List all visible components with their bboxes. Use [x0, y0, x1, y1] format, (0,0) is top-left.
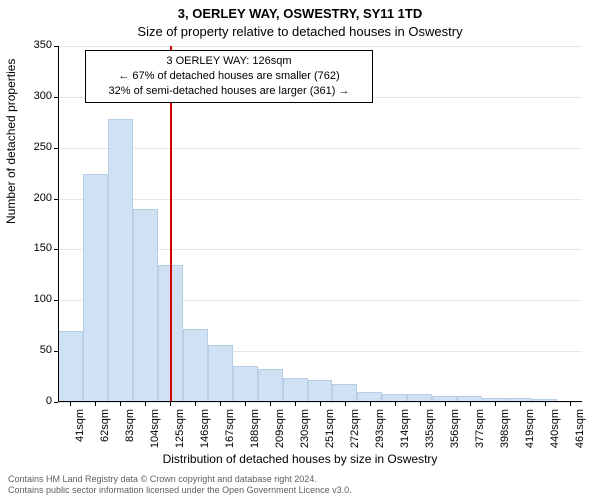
y-axis-line	[58, 46, 59, 402]
gridline	[58, 46, 582, 47]
x-tick-mark	[245, 402, 246, 406]
histogram-bar	[83, 174, 108, 402]
x-tick-label: 314sqm	[399, 409, 411, 459]
y-tick-label: 0	[22, 395, 52, 407]
histogram-bar	[133, 209, 158, 402]
x-tick-label: 251sqm	[324, 409, 336, 459]
x-tick-label: 419sqm	[524, 409, 536, 459]
x-tick-label: 125sqm	[174, 409, 186, 459]
x-tick-mark	[495, 402, 496, 406]
y-tick-mark	[54, 46, 58, 47]
x-tick-mark	[120, 402, 121, 406]
y-tick-mark	[54, 351, 58, 352]
y-tick-mark	[54, 148, 58, 149]
chart-title-address: 3, OERLEY WAY, OSWESTRY, SY11 1TD	[0, 6, 600, 21]
y-tick-label: 250	[22, 141, 52, 153]
x-tick-label: 41sqm	[74, 409, 86, 459]
x-tick-mark	[370, 402, 371, 406]
x-tick-label: 293sqm	[374, 409, 386, 459]
x-tick-mark	[220, 402, 221, 406]
attribution-line: Contains public sector information licen…	[8, 485, 352, 496]
chart-subtitle: Size of property relative to detached ho…	[0, 24, 600, 39]
y-tick-label: 200	[22, 192, 52, 204]
x-tick-mark	[420, 402, 421, 406]
x-tick-label: 62sqm	[99, 409, 111, 459]
histogram-bar	[108, 119, 133, 402]
x-tick-label: 272sqm	[349, 409, 361, 459]
annotation-line: ← 67% of detached houses are smaller (76…	[92, 69, 366, 84]
y-axis-label: Number of detached properties	[4, 59, 18, 224]
y-tick-mark	[54, 300, 58, 301]
x-tick-label: 377sqm	[474, 409, 486, 459]
histogram-bar	[308, 380, 333, 402]
x-tick-label: 209sqm	[274, 409, 286, 459]
x-tick-label: 230sqm	[299, 409, 311, 459]
gridline	[58, 199, 582, 200]
y-tick-label: 150	[22, 242, 52, 254]
x-tick-mark	[70, 402, 71, 406]
x-tick-mark	[320, 402, 321, 406]
x-tick-mark	[445, 402, 446, 406]
y-tick-mark	[54, 199, 58, 200]
histogram-bar	[332, 384, 357, 402]
x-tick-label: 188sqm	[249, 409, 261, 459]
x-tick-label: 440sqm	[549, 409, 561, 459]
y-tick-mark	[54, 249, 58, 250]
x-tick-mark	[545, 402, 546, 406]
chart-container: { "titles": { "line1": "3, OERLEY WAY, O…	[0, 0, 600, 500]
histogram-bar	[183, 329, 208, 402]
x-tick-label: 83sqm	[124, 409, 136, 459]
y-tick-label: 350	[22, 39, 52, 51]
histogram-bar	[233, 366, 258, 402]
y-tick-label: 300	[22, 90, 52, 102]
histogram-bar	[258, 369, 283, 402]
x-tick-label: 167sqm	[224, 409, 236, 459]
attribution-line: Contains HM Land Registry data © Crown c…	[8, 474, 352, 485]
y-tick-label: 50	[22, 344, 52, 356]
annotation-line: 3 OERLEY WAY: 126sqm	[92, 54, 366, 69]
x-tick-mark	[520, 402, 521, 406]
x-tick-mark	[470, 402, 471, 406]
attribution-text: Contains HM Land Registry data © Crown c…	[8, 474, 352, 497]
x-tick-mark	[145, 402, 146, 406]
histogram-bar	[58, 331, 83, 402]
x-tick-mark	[345, 402, 346, 406]
x-tick-mark	[395, 402, 396, 406]
annotation-line: 32% of semi-detached houses are larger (…	[92, 84, 366, 99]
x-tick-label: 398sqm	[499, 409, 511, 459]
x-tick-label: 356sqm	[449, 409, 461, 459]
x-tick-mark	[170, 402, 171, 406]
x-tick-mark	[570, 402, 571, 406]
histogram-bar	[208, 345, 233, 402]
x-tick-label: 104sqm	[149, 409, 161, 459]
x-tick-mark	[295, 402, 296, 406]
annotation-box: 3 OERLEY WAY: 126sqm ← 67% of detached h…	[85, 50, 373, 103]
y-tick-mark	[54, 402, 58, 403]
y-tick-mark	[54, 97, 58, 98]
histogram-bar	[283, 378, 308, 402]
y-tick-label: 100	[22, 293, 52, 305]
x-tick-label: 335sqm	[424, 409, 436, 459]
x-tick-mark	[270, 402, 271, 406]
x-tick-mark	[195, 402, 196, 406]
x-tick-mark	[95, 402, 96, 406]
x-tick-label: 461sqm	[574, 409, 586, 459]
x-tick-label: 146sqm	[199, 409, 211, 459]
gridline	[58, 148, 582, 149]
